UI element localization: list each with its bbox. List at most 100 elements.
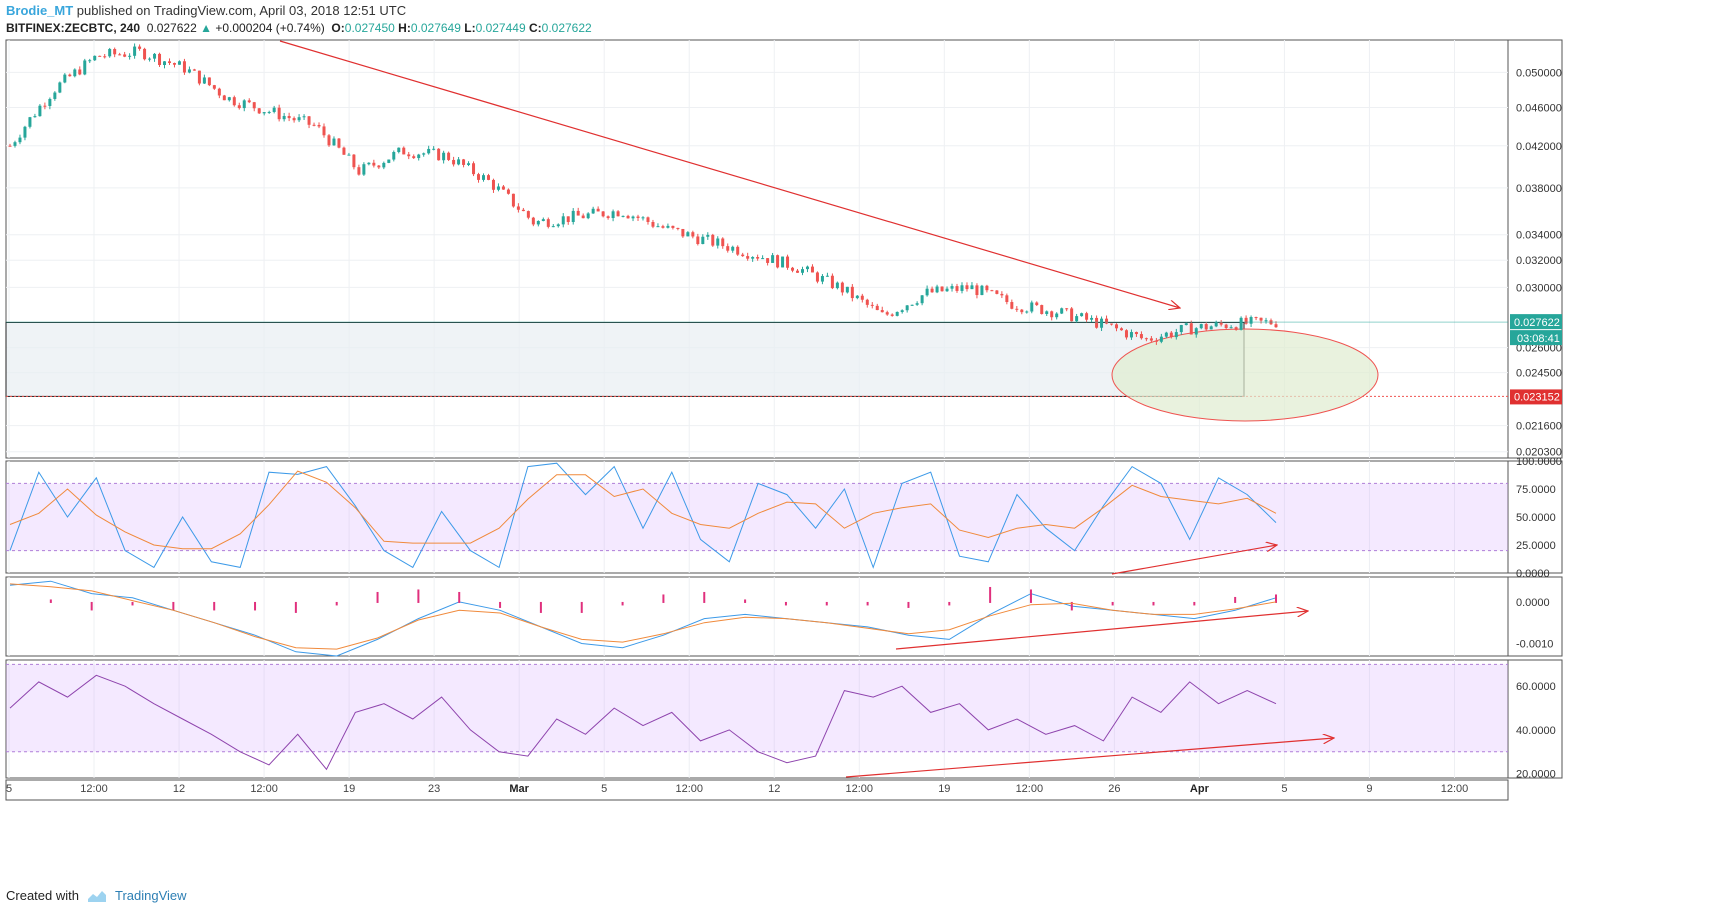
candle-body: [88, 60, 92, 62]
author-link[interactable]: Brodie_MT: [6, 3, 74, 18]
x-tick-label: 12: [768, 783, 780, 795]
candle-body: [262, 112, 266, 114]
x-tick-label: 12:00: [1016, 783, 1044, 795]
highlight-ellipse: [1111, 328, 1379, 422]
candle-body: [681, 228, 685, 237]
candle-body: [1149, 338, 1153, 341]
candle-body: [855, 295, 859, 299]
candle-body: [511, 193, 515, 207]
stoch-tick-label: 25.0000: [1516, 540, 1556, 552]
macd-hist-bar: [948, 601, 951, 606]
candle-body: [1010, 302, 1014, 309]
candle-body: [232, 97, 236, 106]
candle-body: [865, 299, 869, 305]
candle-body: [302, 116, 306, 118]
candle-body: [1134, 332, 1138, 335]
candle-body: [736, 246, 740, 255]
candle-body: [1025, 311, 1029, 313]
candle-body: [1274, 324, 1278, 328]
candle-body: [1020, 309, 1024, 313]
stoch-tick-label: 0.0000: [1516, 568, 1550, 580]
published-text: published on TradingView.com, April 03, …: [73, 3, 407, 18]
candle-body: [636, 216, 640, 218]
macd-hist-bar: [376, 591, 379, 603]
candle-body: [1090, 317, 1094, 320]
candle-body: [895, 311, 899, 316]
candle-body: [322, 126, 326, 136]
candle-body: [526, 211, 530, 218]
candle-body: [586, 213, 590, 219]
candle-body: [1234, 327, 1238, 330]
candle-body: [796, 270, 800, 273]
candle-body: [965, 285, 969, 290]
candle-body: [33, 116, 37, 118]
candle-body: [756, 257, 760, 259]
rsi-rising-arrow: [845, 738, 1334, 778]
rsi-line: [9, 674, 1277, 771]
candle-body: [177, 61, 181, 65]
candle-body: [307, 116, 311, 125]
macd-hist-bar: [580, 601, 583, 613]
candle-body: [182, 61, 186, 73]
price-tick-label: 0.032000: [1516, 255, 1562, 267]
candle-body: [192, 69, 196, 71]
candle-body: [202, 77, 206, 84]
candle-body: [402, 147, 406, 155]
macd-hist-bar: [825, 601, 828, 606]
macd-hist-bar: [499, 601, 502, 608]
candle-body: [472, 163, 476, 175]
candle-body: [661, 226, 665, 228]
macd-hist-bar: [335, 601, 338, 606]
candle-body: [207, 77, 211, 86]
macd-axis-frame: [1507, 576, 1563, 657]
candle-body: [143, 48, 147, 60]
high-label: H:: [398, 21, 411, 35]
candle-body: [1085, 313, 1089, 320]
candle-body: [407, 154, 411, 157]
x-tick-label: 12:00: [846, 783, 874, 795]
candle-body: [1169, 332, 1173, 338]
candle-body: [1070, 308, 1074, 322]
stoch-axis-frame: [1507, 460, 1563, 574]
candle-body: [546, 219, 550, 227]
candle-body: [212, 85, 216, 89]
candle-body: [158, 53, 162, 65]
candle-body: [98, 55, 102, 57]
candle-body: [781, 256, 785, 268]
candle-body: [860, 295, 864, 300]
candle-body: [606, 216, 610, 219]
candle-body: [222, 95, 226, 101]
candle-body: [980, 285, 984, 296]
countdown-tag: [1510, 330, 1562, 346]
created-with-label: Created with: [6, 888, 79, 903]
tradingview-logo-icon: [87, 890, 106, 902]
downtrend-arrow: [279, 40, 1180, 308]
stoch-line: [9, 462, 1277, 569]
candle-body: [352, 154, 356, 168]
candle-body: [1000, 293, 1004, 296]
support-price-tag: [1510, 389, 1562, 405]
candle-body: [835, 282, 839, 289]
tradingview-brand[interactable]: TradingView: [114, 888, 187, 903]
price-tick-label: 0.024500: [1516, 368, 1562, 380]
candle-body: [516, 206, 520, 210]
stoch-tick-label: 75.0000: [1516, 484, 1556, 496]
candle-body: [581, 215, 585, 219]
x-tick-label: 9: [1366, 783, 1372, 795]
support-price-label: 0.023152: [1514, 391, 1560, 403]
candle-body: [172, 63, 176, 65]
candle-body: [850, 286, 854, 299]
candle-body: [297, 117, 301, 121]
macd-hist-bar: [784, 601, 787, 606]
x-tick-label: 19: [938, 783, 950, 795]
candle-body: [890, 314, 894, 316]
macd-signal-line: [9, 583, 1277, 650]
candle-body: [187, 69, 191, 73]
candle-body: [561, 216, 565, 225]
macd-hist-bar: [703, 591, 706, 603]
candle-body: [671, 225, 675, 228]
candle-body: [676, 227, 680, 229]
candle-body: [905, 305, 909, 311]
candle-body: [486, 175, 490, 180]
